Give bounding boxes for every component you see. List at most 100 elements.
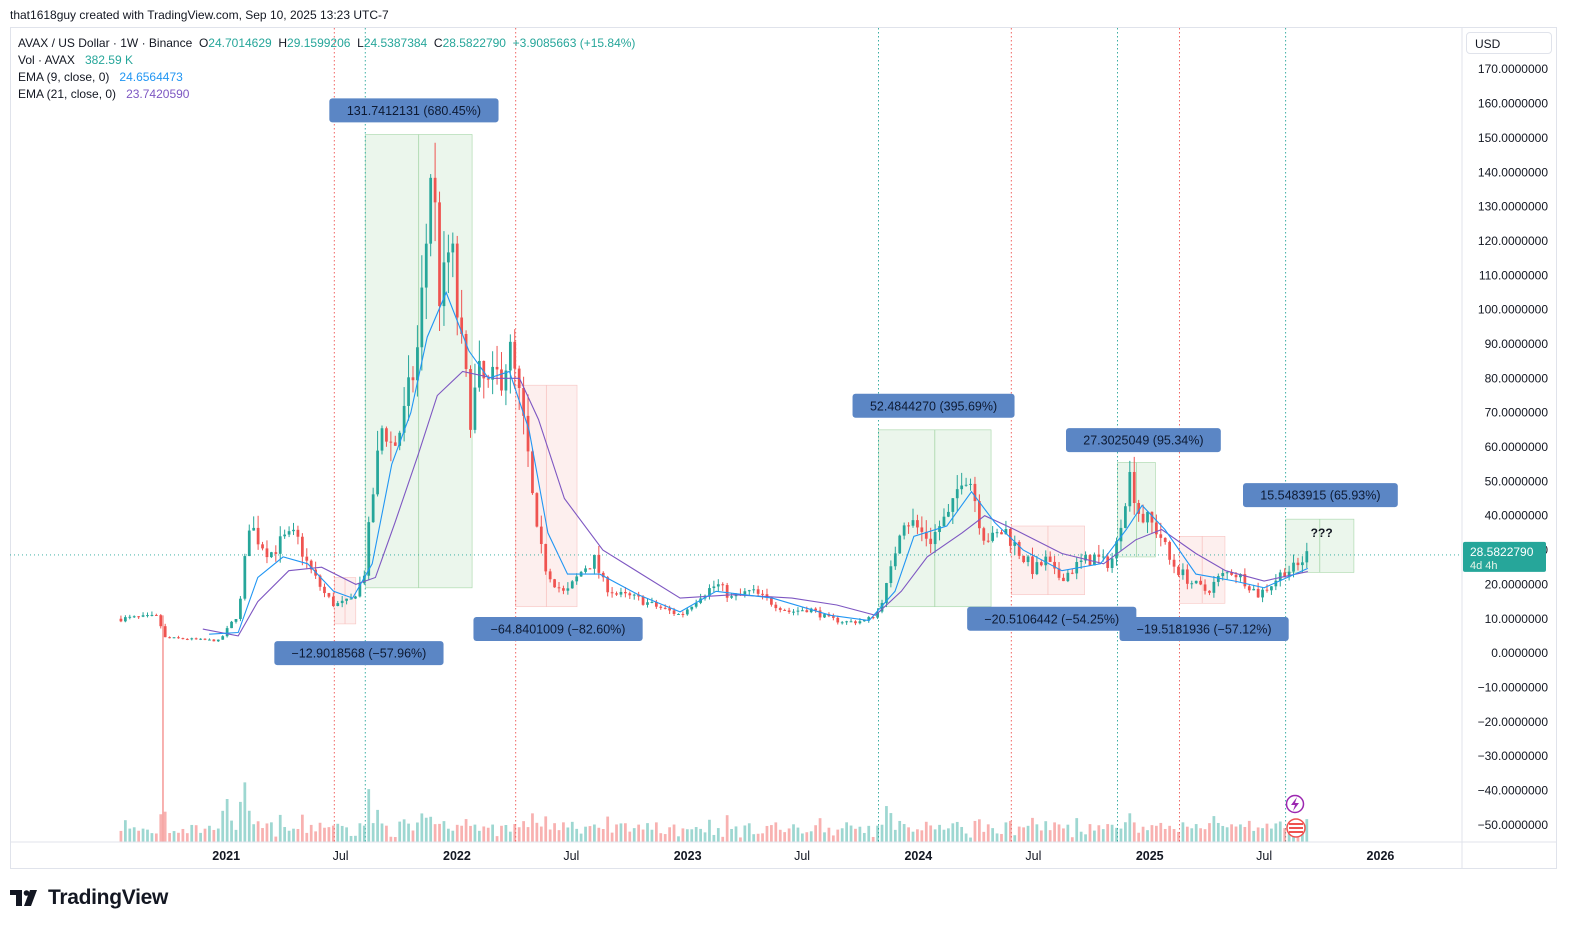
volume-bar <box>1203 829 1207 842</box>
volume-bar <box>407 823 410 842</box>
candle-body <box>451 243 455 253</box>
open-value: 24.7014629 <box>208 36 272 50</box>
volume-bar <box>531 813 534 842</box>
volume-bar <box>977 819 981 842</box>
volume-bar <box>243 782 247 842</box>
candle-body <box>562 588 565 591</box>
candle-body <box>420 287 424 348</box>
candle-body <box>1247 586 1251 591</box>
volume-bar <box>893 829 897 842</box>
volume-bar <box>1274 823 1278 842</box>
candle-body <box>986 540 990 542</box>
volume-bar <box>194 825 198 842</box>
volume-bar <box>300 814 304 842</box>
candle-body <box>818 610 822 618</box>
candle-body <box>1124 506 1127 528</box>
volume-bar <box>522 821 525 842</box>
candle-body <box>1128 472 1132 507</box>
candle-body <box>1185 569 1189 584</box>
volume-bar <box>1181 822 1185 842</box>
candle-body <box>132 616 136 618</box>
candle-body <box>907 525 910 527</box>
candle-body <box>628 593 632 596</box>
candle-body <box>871 617 875 619</box>
volume-bar <box>955 821 959 842</box>
volume-bar <box>433 824 437 842</box>
ohlc-row: AVAX / US Dollar · 1W · Binance O24.7014… <box>18 35 635 52</box>
volume-bar <box>650 829 654 842</box>
candle-body <box>694 602 698 607</box>
measure-label-text: −12.9018568 (−57.96%) <box>292 647 427 661</box>
price-tick: 170.0000000 <box>1478 62 1548 76</box>
chart-panel[interactable] <box>10 27 1557 869</box>
candle-body <box>796 610 800 612</box>
volume-bar <box>783 832 787 842</box>
volume-bar <box>252 824 256 842</box>
price-tick: 80.0000000 <box>1485 371 1549 385</box>
volume-row[interactable]: Vol · AVAX 382.59 K <box>18 52 635 69</box>
candle-body <box>654 601 658 607</box>
question-annotation: ??? <box>1311 526 1333 540</box>
candle-body <box>575 576 579 582</box>
candle-body <box>1110 558 1114 568</box>
ema21-row[interactable]: EMA (21, close, 0) 23.7420590 <box>18 86 635 103</box>
candle-body <box>261 544 264 549</box>
candle-body <box>1097 554 1101 557</box>
candle-body <box>942 516 946 527</box>
volume-bar <box>1270 828 1273 842</box>
candle-body <box>208 639 211 641</box>
candle-body <box>1150 511 1154 523</box>
volume-bar <box>880 824 884 842</box>
volume-bar <box>411 830 415 842</box>
currency-selector[interactable]: USD <box>1466 32 1552 54</box>
volume-bar <box>685 829 689 842</box>
volume-bar <box>831 835 835 842</box>
volume-bar <box>1168 825 1172 842</box>
price-tick: −50.0000000 <box>1478 818 1549 832</box>
volume-bar <box>159 814 163 842</box>
volume-bar <box>1022 827 1025 842</box>
tradingview-logo-icon <box>10 890 37 906</box>
volume-bar <box>287 830 291 842</box>
measure-label-box <box>967 606 1137 631</box>
candle-body <box>278 536 282 554</box>
us-flag-stripe <box>1289 827 1303 829</box>
volume-bar <box>1154 825 1158 842</box>
volume-bar <box>814 825 818 842</box>
volume-bar <box>898 820 902 842</box>
volume-bar <box>1119 828 1123 842</box>
time-tick: 2026 <box>1367 849 1395 863</box>
candle-body <box>1194 580 1198 584</box>
candle-body <box>1305 551 1309 563</box>
volume-bar <box>641 829 645 842</box>
volume-bar <box>389 836 393 842</box>
candle-body <box>1225 572 1229 574</box>
candle-body <box>885 583 888 603</box>
volume-bar <box>283 827 287 842</box>
volume-bar <box>628 831 632 842</box>
candle-body <box>243 556 247 599</box>
candle-body <box>239 598 242 620</box>
candle-body <box>730 596 733 598</box>
candle-body <box>774 604 778 609</box>
candle-body <box>1070 572 1074 574</box>
candle-body <box>889 566 893 584</box>
volume-bar <box>539 826 543 842</box>
volume-bar <box>464 819 468 842</box>
volume-bar <box>1256 827 1260 842</box>
volume-bar <box>677 836 680 842</box>
ema9-value: 24.6564473 <box>119 70 183 84</box>
volume-bar <box>371 823 375 842</box>
symbol-label[interactable]: AVAX / US Dollar · 1W · Binance <box>18 36 193 50</box>
volume-bar <box>562 822 565 842</box>
price-tick: 140.0000000 <box>1478 165 1548 179</box>
candle-body <box>601 572 605 578</box>
volume-bar <box>995 833 999 842</box>
volume-bar <box>535 822 539 842</box>
volume-bar <box>840 828 844 842</box>
volume-bar <box>969 837 972 842</box>
ema9-row[interactable]: EMA (9, close, 0) 24.6564473 <box>18 69 635 86</box>
volume-bar <box>1185 826 1189 842</box>
candle-body <box>1146 511 1149 523</box>
